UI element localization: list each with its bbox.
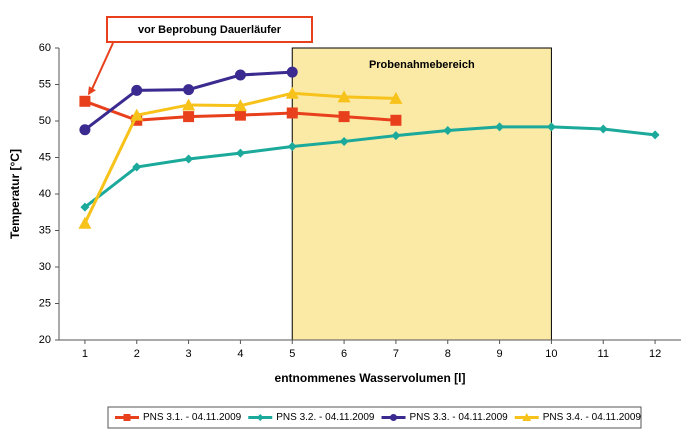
x-axis-title: entnommenes Wasservolumen [l] (275, 371, 466, 385)
marker (234, 69, 246, 81)
marker (256, 414, 264, 421)
marker (285, 86, 299, 99)
y-tick-label: 30 (39, 261, 51, 273)
marker (650, 130, 660, 140)
y-tick-label: 45 (39, 151, 51, 163)
marker (598, 124, 608, 134)
marker (183, 111, 195, 123)
y-axis-title: Temperatur [°C] (8, 149, 22, 239)
x-tick-label: 2 (134, 348, 140, 360)
marker (123, 414, 131, 421)
x-tick-label: 3 (186, 348, 192, 360)
y-tick-label: 35 (39, 224, 51, 236)
marker (338, 111, 350, 123)
legend-label: PNS 3.2. - 04.11.2009 (276, 412, 375, 423)
x-tick-label: 1 (82, 348, 88, 360)
series-line (83, 125, 656, 209)
legend-item: PNS 3.2. - 04.11.2009 (248, 412, 375, 423)
x-tick-label: 8 (445, 348, 451, 360)
marker (390, 114, 402, 126)
annotation-box (106, 16, 313, 43)
legend-label: PNS 3.3. - 04.11.2009 (410, 412, 509, 423)
legend-item: PNS 3.4. - 04.11.2009 (514, 412, 642, 423)
marker (337, 90, 351, 103)
marker (182, 98, 196, 111)
marker (183, 84, 195, 96)
highlight-region (291, 47, 552, 341)
marker (80, 202, 90, 212)
y-tick-label: 55 (39, 78, 51, 90)
x-tick-label: 12 (649, 348, 661, 360)
marker (287, 142, 297, 152)
marker (286, 107, 298, 119)
x-tick-label: 6 (341, 348, 347, 360)
marker (131, 84, 143, 96)
marker (443, 125, 453, 135)
marker (286, 66, 298, 78)
highlight-label: Probenahmebereich (369, 59, 475, 71)
marker (234, 109, 246, 121)
annotation-arrowhead (87, 86, 96, 96)
y-tick-label: 25 (39, 297, 51, 309)
marker (522, 413, 532, 421)
marker (339, 136, 349, 146)
marker (184, 154, 194, 164)
legend-box (107, 406, 642, 429)
marker (546, 122, 556, 132)
y-tick-label: 40 (39, 188, 51, 200)
legend-label: PNS 3.1. - 04.11.2009 (143, 412, 242, 423)
marker (233, 99, 247, 112)
x-tick-label: 4 (237, 348, 243, 360)
marker (79, 95, 91, 107)
legend-item: PNS 3.1. - 04.11.2009 (115, 412, 242, 423)
x-tick-label: 10 (545, 348, 557, 360)
y-tick-label: 20 (39, 334, 51, 346)
x-tick-label: 7 (393, 348, 399, 360)
annotation-text: vor Beprobung Dauerläufer (138, 24, 282, 36)
legend-label: PNS 3.4. - 04.11.2009 (543, 412, 642, 423)
x-tick-label: 11 (598, 348, 609, 360)
y-tick-label: 50 (39, 115, 51, 127)
marker (130, 108, 144, 121)
marker (79, 124, 91, 136)
marker (390, 414, 397, 421)
x-tick-label: 5 (289, 348, 295, 360)
marker (389, 91, 403, 104)
marker (235, 148, 245, 158)
marker (78, 216, 92, 229)
legend-item: PNS 3.3. - 04.11.2009 (381, 412, 509, 423)
marker (391, 131, 401, 141)
marker (132, 162, 142, 172)
x-tick-label: 9 (497, 348, 503, 360)
marker (495, 122, 505, 132)
annotation-arrow (91, 42, 114, 90)
y-tick-label: 60 (39, 42, 51, 54)
